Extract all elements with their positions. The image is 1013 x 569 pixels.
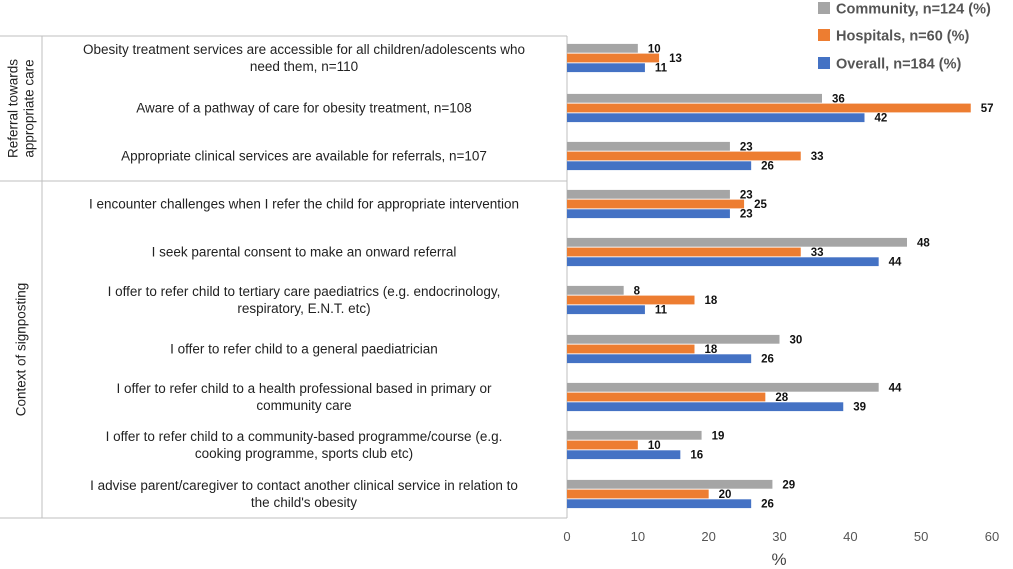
x-tick-label: 0 bbox=[563, 529, 570, 544]
bar bbox=[567, 305, 645, 315]
data-label: 10 bbox=[648, 440, 661, 452]
data-label: 10 bbox=[648, 43, 661, 55]
bar bbox=[567, 257, 879, 267]
bar bbox=[567, 93, 822, 103]
data-label: 33 bbox=[811, 151, 824, 163]
bar bbox=[567, 382, 879, 392]
data-label: 30 bbox=[790, 334, 803, 346]
data-label: 44 bbox=[889, 257, 902, 269]
legend-label: Community, n=124 (%) bbox=[836, 2, 991, 18]
data-label: 18 bbox=[705, 344, 718, 356]
data-label: 19 bbox=[712, 430, 725, 442]
bar bbox=[567, 53, 660, 63]
legend-swatch bbox=[818, 29, 830, 41]
bar bbox=[567, 402, 844, 412]
bar bbox=[567, 440, 638, 450]
bar bbox=[567, 499, 752, 509]
bar bbox=[567, 430, 702, 440]
bar bbox=[567, 141, 730, 151]
x-tick-label: 60 bbox=[985, 529, 999, 544]
bar bbox=[567, 161, 752, 171]
category-label: I offer to refer child to a community-ba… bbox=[106, 429, 503, 461]
x-tick-label: 30 bbox=[772, 529, 786, 544]
bar bbox=[567, 237, 907, 247]
bar bbox=[567, 209, 730, 219]
data-label: 39 bbox=[853, 402, 866, 414]
bar bbox=[567, 113, 865, 123]
data-label: 11 bbox=[655, 305, 668, 317]
data-label: 23 bbox=[740, 189, 753, 201]
legend-swatch bbox=[818, 57, 830, 69]
data-label: 57 bbox=[981, 103, 994, 115]
bar bbox=[567, 247, 801, 257]
data-label: 26 bbox=[761, 499, 774, 511]
category-label: Obesity treatment services are accessibl… bbox=[83, 42, 525, 74]
category-label: I seek parental consent to make an onwar… bbox=[152, 245, 457, 260]
legend-label: Hospitals, n=60 (%) bbox=[836, 29, 970, 45]
data-label: 26 bbox=[761, 354, 774, 366]
data-label: 23 bbox=[740, 209, 753, 221]
data-label: 42 bbox=[875, 113, 888, 125]
x-tick-label: 40 bbox=[843, 529, 857, 544]
data-labels: 10 36 23 23 48 8 30 44 19 29 13 57 33 25 33 18 18 28 10 20 1… bbox=[634, 43, 994, 510]
bar bbox=[567, 199, 745, 209]
data-label: 48 bbox=[917, 237, 930, 249]
bar bbox=[567, 43, 638, 53]
category-label: Appropriate clinical services are availa… bbox=[121, 149, 487, 164]
category-label: I offer to refer child to a general paed… bbox=[170, 342, 438, 357]
data-label: 33 bbox=[811, 247, 824, 259]
category-label: Aware of a pathway of care for obesity t… bbox=[136, 101, 472, 116]
legend: Community, n=124 (%) Hospitals, n=60 (%) O… bbox=[818, 2, 991, 73]
data-label: 44 bbox=[889, 382, 902, 394]
category-label: I offer to refer child to a health profe… bbox=[117, 381, 492, 413]
x-tick-label: 10 bbox=[631, 529, 645, 544]
group-label: Context of signposting bbox=[14, 283, 29, 417]
group-label: Referral towardsappropriate care bbox=[6, 59, 37, 158]
category-label: I offer to refer child to tertiary care … bbox=[108, 284, 501, 316]
data-label: 16 bbox=[690, 450, 703, 462]
bar bbox=[567, 103, 971, 113]
bar bbox=[567, 151, 801, 161]
data-label: 8 bbox=[634, 285, 641, 297]
x-axis-title: % bbox=[771, 550, 786, 569]
bar bbox=[567, 334, 780, 344]
bar bbox=[567, 63, 645, 73]
data-label: 26 bbox=[761, 161, 774, 173]
bar bbox=[567, 344, 695, 354]
data-label: 20 bbox=[719, 489, 732, 501]
legend-label: Overall, n=184 (%) bbox=[836, 57, 961, 73]
x-tick-label: 20 bbox=[701, 529, 715, 544]
x-axis: 0 10 20 30 40 50 60% bbox=[563, 529, 999, 569]
category-labels: Obesity treatment services are accessibl… bbox=[83, 42, 525, 510]
legend-swatch bbox=[818, 2, 830, 14]
x-tick-label: 50 bbox=[914, 529, 928, 544]
bar bbox=[567, 295, 695, 305]
category-group-labels: Referral towardsappropriate care Context … bbox=[6, 59, 37, 417]
bars bbox=[567, 43, 971, 509]
data-label: 29 bbox=[782, 479, 795, 491]
data-label: 28 bbox=[775, 392, 788, 404]
bar bbox=[567, 489, 709, 499]
data-label: 36 bbox=[832, 93, 845, 105]
bar bbox=[567, 392, 766, 402]
category-label: I encounter challenges when I refer the … bbox=[89, 197, 519, 212]
data-label: 11 bbox=[655, 63, 668, 75]
bar bbox=[567, 189, 730, 199]
data-label: 13 bbox=[669, 53, 682, 65]
data-label: 23 bbox=[740, 141, 753, 153]
data-label: 18 bbox=[705, 295, 718, 307]
data-label: 25 bbox=[754, 199, 767, 211]
bar bbox=[567, 450, 681, 460]
category-label: I advise parent/caregiver to contact ano… bbox=[90, 478, 518, 510]
bar bbox=[567, 285, 624, 295]
bar bbox=[567, 479, 773, 489]
bar bbox=[567, 354, 752, 364]
